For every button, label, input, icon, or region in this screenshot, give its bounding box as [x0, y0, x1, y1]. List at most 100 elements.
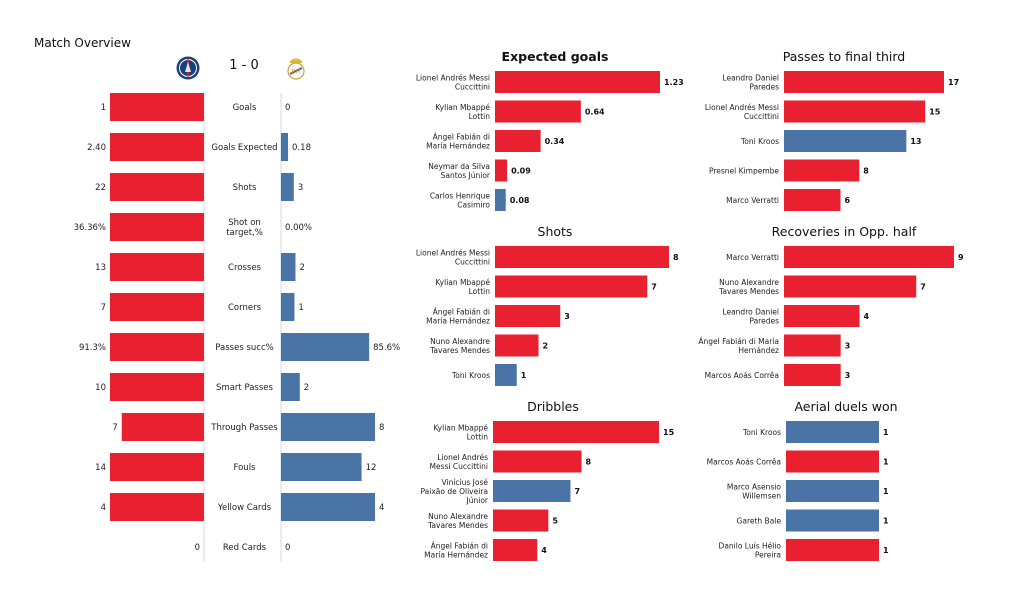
- overview-away-bar: [281, 493, 375, 521]
- player-bar-value: 4: [541, 546, 547, 555]
- overview-away-bar: [281, 453, 362, 481]
- overview-category-label: Goals Expected: [211, 143, 277, 153]
- player-name-label: Ángel Fabián di María Hernández: [426, 133, 490, 151]
- overview-away-value: 2: [299, 263, 304, 273]
- player-bar: [784, 334, 841, 357]
- overview-away-value: 0.18: [292, 143, 311, 153]
- player-bar-value: 0.34: [545, 137, 565, 146]
- player-bar-value: 1: [883, 428, 889, 437]
- overview-home-bar: [110, 253, 204, 281]
- player-bar: [784, 364, 841, 386]
- player-name-label: Toni Kroos: [451, 371, 490, 380]
- overview-away-bar: [281, 333, 370, 361]
- overview-home-value: 22: [95, 183, 106, 193]
- overview-away-value: 0: [285, 103, 290, 113]
- player-name-label: Toni Kroos: [742, 428, 781, 437]
- player-bar: [495, 246, 669, 268]
- player-bar-value: 5: [552, 517, 558, 526]
- overview-away-value: 0.00%: [285, 223, 312, 233]
- player-name-label: Kylian Mbappé Lottin: [433, 424, 488, 442]
- player-bar-value: 8: [673, 253, 679, 262]
- overview-home-bar: [110, 493, 204, 521]
- player-bar: [495, 189, 506, 211]
- overview-away-bar: [281, 173, 294, 201]
- player-bar: [784, 189, 841, 211]
- player-bar-value: 4: [864, 312, 870, 321]
- overview-away-value: 2: [304, 383, 309, 393]
- svg-text:RM: RM: [291, 69, 300, 76]
- player-name-label: Presnel Kimpembe: [709, 167, 779, 176]
- player-bar: [786, 509, 879, 532]
- player-bar: [495, 130, 541, 152]
- overview-home-bar: [110, 93, 204, 121]
- overview-category-label: Shot on target,%: [226, 218, 263, 238]
- player-name-label: Lionel Andrés Messi Cuccittini: [416, 74, 490, 92]
- overview-home-value: 91.3%: [79, 343, 106, 353]
- player-bar-value: 3: [564, 312, 570, 321]
- overview-category-label: Goals: [233, 103, 257, 113]
- player-bar: [493, 509, 549, 532]
- match-score: 1 - 0: [229, 58, 259, 73]
- overview-away-bar: [281, 253, 296, 281]
- overview-away-value: 0: [285, 543, 290, 553]
- overview-home-bar: [110, 133, 204, 161]
- player-bar-value: 8: [586, 458, 592, 467]
- overview-home-value: 1: [101, 103, 106, 113]
- overview-home-bar: [121, 413, 204, 441]
- overview-category-label: Yellow Cards: [217, 503, 272, 513]
- player-bar: [495, 275, 648, 298]
- real-madrid-crest-icon: RM: [287, 58, 305, 80]
- player-name-label: Marcos Aoás Corrêa: [707, 458, 781, 467]
- overview-away-value: 3: [298, 183, 303, 193]
- player-bar-value: 1: [883, 546, 889, 555]
- player-bar-value: 2: [543, 342, 549, 351]
- overview-home-value: 0: [195, 543, 200, 553]
- overview-home-value: 14: [95, 463, 106, 473]
- player-name-label: Lionel Andrés Messi Cuccittini: [416, 249, 490, 267]
- player-bar-value: 7: [574, 487, 580, 496]
- overview-category-label: Passes succ%: [215, 343, 273, 353]
- player-name-label: Kylian Mbappé Lottin: [435, 103, 490, 121]
- player-bar: [495, 334, 539, 357]
- player-bar-value: 0.64: [585, 108, 605, 117]
- overview-home-bar: [110, 213, 204, 241]
- overview-category-label: Corners: [228, 303, 262, 313]
- player-name-label: Kylian Mbappé Lottin: [435, 278, 490, 296]
- psg-crest-icon: [176, 56, 200, 80]
- player-bar: [495, 364, 517, 386]
- player-bar: [784, 246, 954, 268]
- player-bar: [786, 450, 879, 473]
- player-bar-value: 1.23: [664, 78, 684, 87]
- player-name-label: Nuno Alexandre Tavares Mendes: [427, 512, 488, 530]
- player-bar: [784, 159, 860, 182]
- player-bar: [784, 130, 907, 152]
- panel-title: Aerial duels won: [794, 399, 897, 414]
- player-bar-value: 1: [521, 371, 527, 380]
- player-name-label: Danilo Luís Hélio Pereira: [719, 542, 782, 560]
- player-bar-value: 15: [929, 108, 941, 117]
- overview-away-value: 4: [379, 503, 384, 513]
- player-name-label: Nuno Alexandre Tavares Mendes: [429, 337, 490, 355]
- panel-title: Shots: [538, 224, 573, 239]
- player-bar: [493, 450, 582, 473]
- panel-title: Expected goals: [502, 49, 609, 64]
- player-bar-value: 1: [883, 458, 889, 467]
- overview-title: Match Overview: [34, 36, 131, 50]
- overview-home-bar: [110, 293, 204, 321]
- player-name-label: Neymar da Silva Santos Júnior: [428, 162, 491, 180]
- player-bar-value: 15: [663, 428, 675, 437]
- player-bar: [786, 480, 879, 502]
- player-name-label: Marco Verratti: [726, 196, 779, 205]
- player-name-label: Marco Verratti: [726, 253, 779, 262]
- player-bar: [495, 100, 581, 123]
- overview-away-value: 8: [379, 423, 384, 433]
- player-name-label: Lionel Andrés Messi Cuccittini: [705, 103, 779, 121]
- player-bar: [784, 100, 926, 123]
- overview-home-value: 4: [101, 503, 106, 513]
- player-bar: [493, 421, 659, 443]
- player-name-label: Lionel Andrés Messi Cuccittini: [430, 453, 489, 471]
- player-bar: [495, 159, 508, 182]
- overview-away-value: 85.6%: [373, 343, 400, 353]
- player-bar-value: 0.08: [510, 196, 530, 205]
